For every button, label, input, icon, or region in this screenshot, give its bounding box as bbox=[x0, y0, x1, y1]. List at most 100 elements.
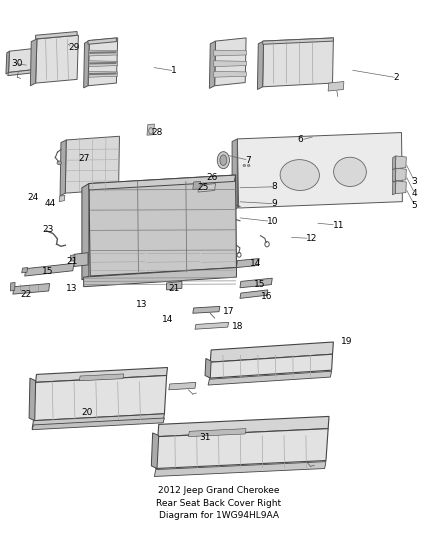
Polygon shape bbox=[89, 61, 118, 67]
Polygon shape bbox=[155, 429, 328, 469]
Polygon shape bbox=[258, 41, 264, 90]
Polygon shape bbox=[205, 359, 211, 378]
Polygon shape bbox=[6, 51, 10, 74]
Text: 14: 14 bbox=[250, 260, 261, 268]
Ellipse shape bbox=[247, 165, 250, 166]
Text: 8: 8 bbox=[272, 182, 277, 191]
Ellipse shape bbox=[57, 161, 61, 165]
Polygon shape bbox=[60, 140, 66, 196]
Ellipse shape bbox=[280, 160, 319, 190]
Text: 5: 5 bbox=[411, 201, 417, 210]
Text: 26: 26 bbox=[206, 173, 217, 182]
Text: 21: 21 bbox=[66, 257, 78, 265]
Polygon shape bbox=[88, 38, 118, 86]
Ellipse shape bbox=[243, 165, 246, 166]
Ellipse shape bbox=[220, 155, 227, 165]
Polygon shape bbox=[32, 418, 164, 430]
Polygon shape bbox=[158, 416, 329, 437]
Text: 24: 24 bbox=[28, 193, 39, 202]
Text: 7: 7 bbox=[245, 156, 251, 165]
Polygon shape bbox=[209, 354, 332, 378]
Polygon shape bbox=[232, 139, 237, 211]
Text: 20: 20 bbox=[81, 408, 93, 417]
Text: 23: 23 bbox=[42, 225, 53, 234]
Ellipse shape bbox=[217, 152, 230, 168]
Polygon shape bbox=[396, 181, 406, 193]
Polygon shape bbox=[328, 82, 344, 91]
Text: 10: 10 bbox=[267, 217, 279, 226]
Polygon shape bbox=[147, 124, 154, 135]
Text: 14: 14 bbox=[162, 315, 173, 324]
Polygon shape bbox=[392, 156, 396, 169]
Polygon shape bbox=[82, 183, 89, 280]
Polygon shape bbox=[79, 374, 124, 381]
Text: 18: 18 bbox=[232, 322, 244, 331]
Polygon shape bbox=[210, 342, 333, 362]
Text: 13: 13 bbox=[66, 284, 78, 293]
Polygon shape bbox=[21, 268, 28, 273]
Text: 2: 2 bbox=[394, 73, 399, 82]
Text: 12: 12 bbox=[306, 234, 318, 243]
Text: 29: 29 bbox=[68, 43, 80, 52]
Polygon shape bbox=[166, 281, 182, 290]
Polygon shape bbox=[263, 38, 333, 87]
Polygon shape bbox=[154, 462, 326, 477]
Text: 4: 4 bbox=[411, 189, 417, 198]
Polygon shape bbox=[237, 259, 259, 268]
Polygon shape bbox=[263, 38, 333, 44]
Polygon shape bbox=[151, 433, 159, 469]
Text: 28: 28 bbox=[151, 128, 162, 137]
Polygon shape bbox=[11, 282, 15, 291]
Text: 6: 6 bbox=[297, 135, 304, 144]
Text: 2012 Jeep Grand Cherokee
Rear Seat Back Cover Right
Diagram for 1WG94HL9AA: 2012 Jeep Grand Cherokee Rear Seat Back … bbox=[156, 486, 282, 520]
Text: 19: 19 bbox=[341, 337, 353, 346]
Text: 25: 25 bbox=[197, 183, 208, 192]
Polygon shape bbox=[32, 414, 164, 429]
Text: 30: 30 bbox=[12, 59, 23, 68]
Polygon shape bbox=[9, 49, 33, 72]
Polygon shape bbox=[35, 31, 77, 39]
Polygon shape bbox=[208, 371, 332, 385]
Text: 27: 27 bbox=[78, 154, 90, 163]
Polygon shape bbox=[13, 284, 49, 294]
Polygon shape bbox=[25, 263, 74, 276]
Text: 11: 11 bbox=[332, 221, 344, 230]
Polygon shape bbox=[214, 50, 247, 56]
Polygon shape bbox=[193, 306, 220, 313]
Polygon shape bbox=[35, 368, 167, 382]
Text: 15: 15 bbox=[254, 279, 265, 288]
Text: 31: 31 bbox=[199, 433, 211, 442]
Polygon shape bbox=[33, 375, 166, 421]
Polygon shape bbox=[29, 378, 35, 421]
Polygon shape bbox=[396, 156, 406, 168]
Polygon shape bbox=[65, 136, 120, 193]
Polygon shape bbox=[240, 290, 268, 298]
Polygon shape bbox=[8, 70, 32, 76]
Polygon shape bbox=[84, 268, 237, 287]
Polygon shape bbox=[237, 133, 403, 208]
Text: 13: 13 bbox=[136, 300, 148, 309]
Text: 9: 9 bbox=[272, 199, 277, 208]
Text: 15: 15 bbox=[42, 268, 54, 276]
Text: 22: 22 bbox=[20, 289, 32, 298]
Polygon shape bbox=[89, 175, 236, 190]
Ellipse shape bbox=[334, 157, 366, 187]
Polygon shape bbox=[169, 382, 196, 390]
Text: 17: 17 bbox=[223, 307, 235, 316]
Text: 3: 3 bbox=[411, 177, 417, 186]
Polygon shape bbox=[88, 38, 117, 44]
Polygon shape bbox=[215, 38, 246, 86]
Polygon shape bbox=[89, 175, 237, 276]
Polygon shape bbox=[188, 429, 246, 437]
Text: 1: 1 bbox=[171, 67, 177, 75]
Polygon shape bbox=[396, 168, 406, 181]
Polygon shape bbox=[74, 253, 88, 266]
Polygon shape bbox=[30, 39, 37, 86]
Ellipse shape bbox=[149, 128, 153, 134]
Polygon shape bbox=[193, 181, 201, 189]
Text: 21: 21 bbox=[169, 284, 180, 293]
Polygon shape bbox=[89, 71, 118, 77]
Polygon shape bbox=[198, 183, 215, 192]
Polygon shape bbox=[392, 168, 396, 182]
Text: 16: 16 bbox=[261, 292, 272, 301]
